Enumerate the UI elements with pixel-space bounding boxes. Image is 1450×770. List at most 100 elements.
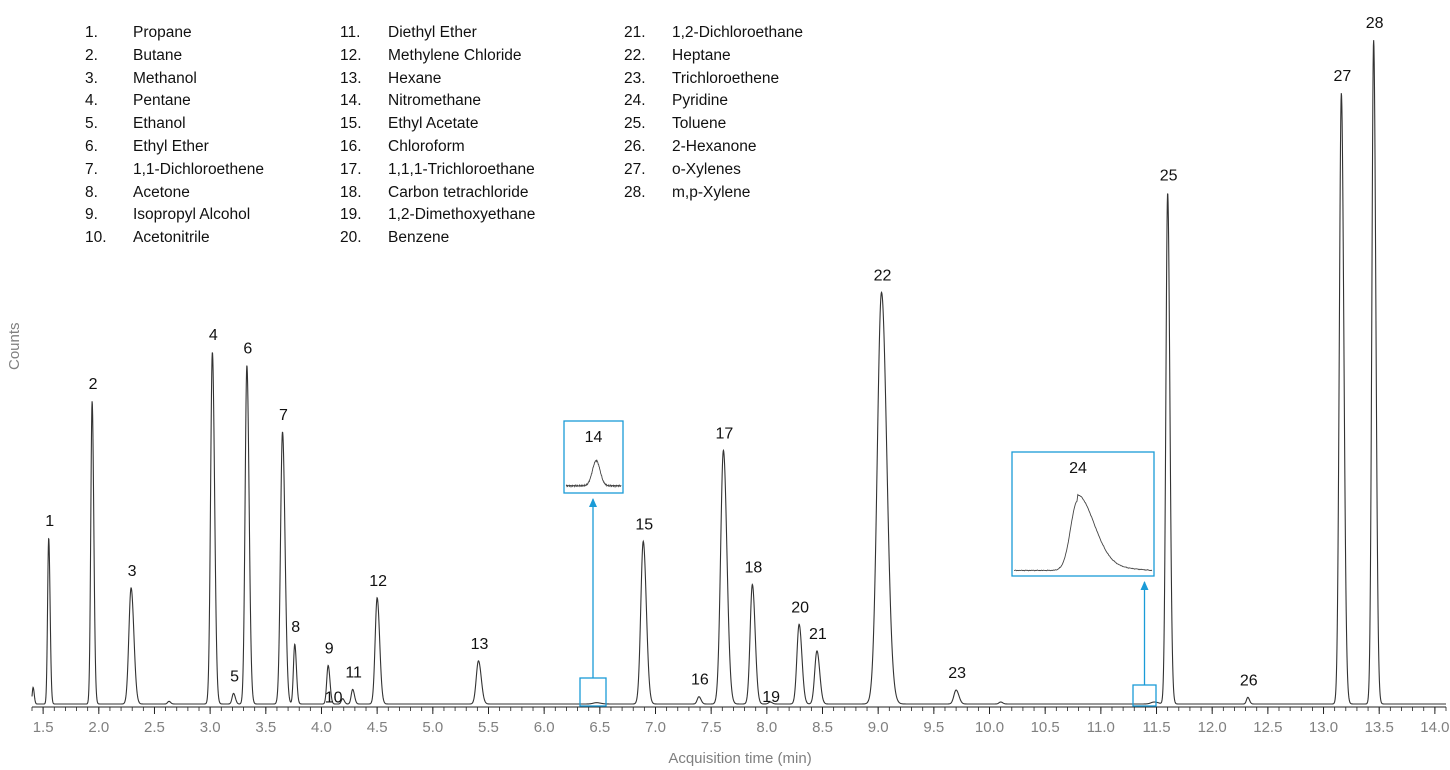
legend-compound-name: Methylene Chloride — [388, 46, 522, 64]
legend-number: 21. — [624, 24, 646, 41]
legend-compound-name: Carbon tetrachloride — [388, 183, 529, 201]
x-tick-label: 3.0 — [200, 719, 221, 736]
inset-label: 14 — [585, 429, 603, 446]
legend-number: 11. — [340, 24, 361, 41]
inset-box — [563, 420, 624, 494]
legend-compound-name: Ethanol — [133, 115, 186, 133]
legend-number: 22. — [624, 46, 646, 64]
peak-label: 25 — [1160, 168, 1178, 185]
legend-compound-name: Isopropyl Alcohol — [133, 206, 251, 224]
peak-label: 12 — [369, 573, 387, 590]
inset-box — [1011, 451, 1155, 577]
legend-number: 2. — [85, 46, 98, 64]
legend-number: 12. — [340, 46, 362, 64]
legend-compound-name: Diethyl Ether — [388, 24, 477, 41]
x-tick-label: 13.0 — [1309, 719, 1338, 736]
legend-compound-name: Methanol — [133, 69, 197, 87]
peak-label: 2 — [89, 376, 98, 393]
inset-arrowhead — [589, 498, 597, 507]
x-tick-label: 2.0 — [88, 719, 109, 736]
peak-label: 27 — [1333, 68, 1351, 85]
peak-label: 18 — [744, 559, 762, 576]
legend-number: 16. — [340, 137, 362, 155]
peak-label: 13 — [471, 636, 489, 653]
peak-label: 21 — [809, 626, 827, 643]
peak-label: 7 — [279, 407, 288, 424]
legend-number: 5. — [85, 115, 98, 133]
legend-number: 24. — [624, 92, 646, 110]
peak-label: 4 — [209, 327, 218, 344]
legend-compound-name: Butane — [133, 46, 183, 64]
peak-label: 28 — [1366, 15, 1384, 32]
x-tick-label: 3.5 — [255, 719, 276, 736]
legend-compound-name: Ethyl Acetate — [388, 115, 479, 133]
legend-number: 8. — [85, 183, 98, 201]
legend-number: 9. — [85, 206, 98, 224]
peak-label: 1 — [45, 513, 54, 530]
y-axis-label: Counts — [6, 322, 23, 370]
legend-number: 28. — [624, 183, 646, 201]
legend-compound-name: 2-Hexanone — [672, 137, 757, 155]
inset-trace — [565, 459, 622, 488]
x-tick-label: 6.0 — [534, 719, 555, 736]
peak-label: 3 — [128, 563, 137, 580]
legend-number: 3. — [85, 69, 98, 87]
peak-label: 6 — [243, 340, 252, 357]
inset-group: 14 24 — [563, 420, 1157, 707]
peak-label: 8 — [291, 619, 300, 636]
peak-label: 17 — [716, 425, 734, 442]
legend-compound-name: Hexane — [388, 69, 442, 87]
legend-number: 14. — [340, 92, 362, 110]
legend-compound-name: 1,2-Dichloroethane — [672, 24, 803, 41]
x-tick-label: 2.5 — [144, 719, 165, 736]
x-tick-label: 5.5 — [478, 719, 499, 736]
peak-labels: 1234567891011121315161718192021222325262… — [45, 15, 1383, 707]
legend-number: 19. — [340, 206, 362, 224]
peak-label: 19 — [762, 689, 780, 706]
legend-compound-name: o-Xylenes — [672, 160, 741, 178]
x-tick-label: 8.5 — [812, 719, 833, 736]
legend-compound-name: Nitromethane — [388, 92, 482, 110]
x-tick-label: 4.5 — [367, 719, 388, 736]
legend-compound-name: Toluene — [672, 115, 727, 133]
legend-number: 17. — [340, 160, 362, 178]
legend-number: 26. — [624, 137, 646, 155]
x-axis-label: Acquisition time (min) — [668, 750, 812, 767]
inset-24: 24 — [1011, 451, 1157, 707]
legend-compound-name: Chloroform — [388, 137, 465, 155]
x-tick-label: 11.0 — [1087, 719, 1115, 736]
legend-number: 6. — [85, 137, 98, 155]
legend-compound-name: Heptane — [672, 46, 731, 64]
inset-source-box — [579, 677, 607, 707]
x-tick-label: 12.0 — [1198, 719, 1227, 736]
peak-label: 11 — [345, 664, 362, 681]
legend-number: 15. — [340, 115, 362, 133]
legend-number: 18. — [340, 183, 362, 201]
legend-compound-name: Trichloroethene — [672, 69, 780, 87]
legend-number: 7. — [85, 160, 98, 178]
inset-14: 14 — [563, 420, 624, 707]
x-tick-label: 6.5 — [589, 719, 610, 736]
x-tick-label: 7.5 — [701, 719, 722, 736]
inset-arrowhead — [1140, 581, 1149, 590]
legend-number: 13. — [340, 69, 362, 87]
x-tick-label: 5.0 — [422, 719, 443, 736]
x-tick-label: 14.0 — [1420, 719, 1449, 736]
inset-source-box — [1132, 684, 1157, 707]
legend-number: 10. — [85, 229, 107, 247]
peak-label: 16 — [691, 672, 709, 689]
x-tick-label: 10.0 — [975, 719, 1004, 736]
legend-number: 27. — [624, 160, 646, 178]
legend-compound-name: Pentane — [133, 92, 191, 110]
legend-compound-name: Acetonitrile — [133, 229, 210, 247]
legend-number: 1. — [85, 24, 98, 41]
legend-compound-name: Pyridine — [672, 92, 728, 110]
chromatogram-trace — [31, 40, 1446, 705]
peak-label: 20 — [791, 599, 809, 616]
legend-compound-name: Propane — [133, 24, 192, 41]
legend-compound-name: 1,2-Dimethoxyethane — [388, 206, 536, 224]
x-axis: 1.5 2.0 2.5 3.0 3.5 4.0 4.5 5.0 5.5 6.0 6.5 7.0 7.5 8… — [31, 706, 1449, 736]
legend-compound-name: m,p-Xylene — [672, 183, 751, 201]
x-tick-label: 12.5 — [1253, 719, 1282, 736]
